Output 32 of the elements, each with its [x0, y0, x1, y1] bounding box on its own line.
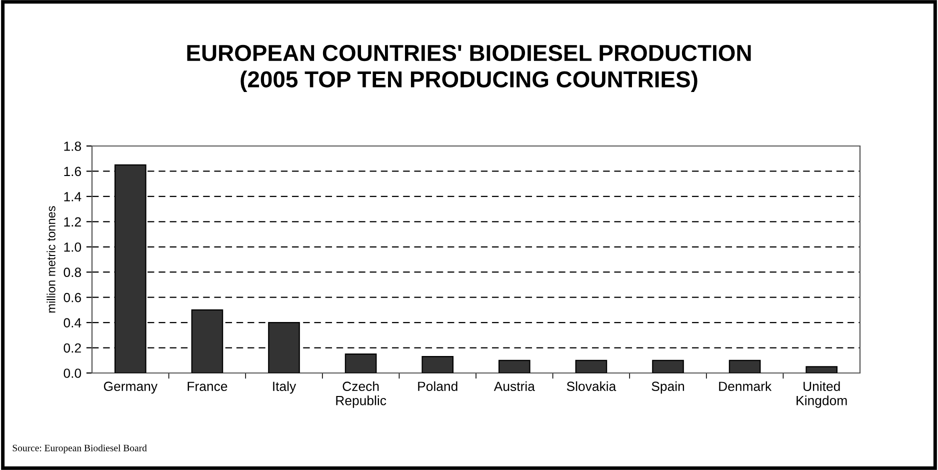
bar [268, 322, 300, 373]
x-tick-label: Slovakia [566, 381, 616, 392]
y-tick-label: 0.2 [64, 343, 81, 353]
y-tick-label: 1.0 [64, 242, 82, 252]
bar [728, 360, 761, 373]
bar [575, 360, 608, 373]
y-tick-label: 0.6 [64, 292, 82, 302]
x-tick-label: Denmark [719, 381, 772, 392]
y-tick-label: 1.4 [64, 192, 82, 202]
y-tick-label: 0.8 [64, 268, 82, 278]
source-note: Source: European Biodiesel Board [12, 444, 147, 454]
bar [652, 360, 684, 373]
y-tick-label: 1.8 [64, 142, 82, 151]
y-axis-title: million metric tonnes [46, 206, 56, 313]
x-tick-label: Spain [652, 381, 684, 394]
y-tick-label: 1.6 [64, 166, 82, 176]
y-tick-label: 1.2 [64, 217, 81, 226]
chart-title: EUROPEAN COUNTRIES' BIODIESEL PRODUCTION (2005 TOP TEN PRODUCING COUNTRIES) [187, 44, 751, 92]
bar [806, 366, 838, 373]
bar [191, 309, 224, 373]
x-tick-label: Germany [104, 382, 158, 394]
bar [422, 356, 454, 373]
x-tick-label: United Kingdom [796, 381, 847, 408]
bar [498, 360, 530, 373]
y-tick-label: 0.0 [64, 368, 82, 378]
y-tick-label: 0.4 [64, 318, 82, 328]
x-tick-label: Poland [418, 381, 458, 392]
x-tick-label: France [188, 382, 228, 392]
bar [344, 354, 377, 373]
x-tick-label: Italy [273, 381, 296, 394]
x-tick-label: Czech Republic [336, 381, 386, 408]
x-tick-label: Austria [494, 381, 535, 392]
